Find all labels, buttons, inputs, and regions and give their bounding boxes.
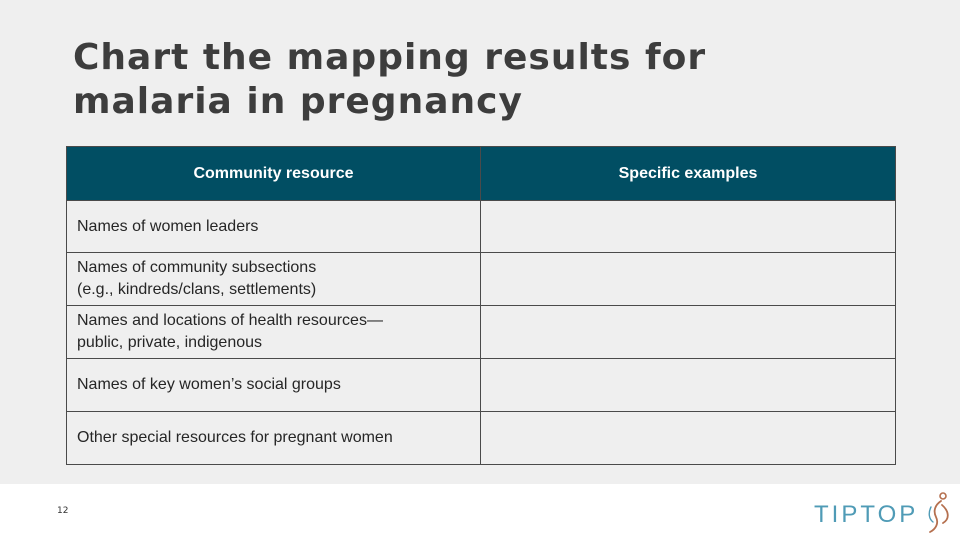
resource-line: public, private, indigenous <box>77 334 263 351</box>
page-number: 12 <box>57 506 69 516</box>
examples-cell[interactable] <box>480 358 896 412</box>
slide-title-line-2: malaria in pregnancy <box>73 81 523 122</box>
examples-cell[interactable] <box>480 411 896 465</box>
table-header-row: Community resource Specific examples <box>66 146 896 201</box>
examples-cell[interactable] <box>480 252 896 306</box>
resource-line: Names of community subsections <box>77 259 317 276</box>
table-row: Other special resources for pregnant wom… <box>66 411 896 465</box>
table-row: Names of community subsections (e.g., ki… <box>66 252 896 306</box>
header-community-resource: Community resource <box>66 146 481 201</box>
resource-cell: Names of community subsections (e.g., ki… <box>66 252 481 306</box>
resource-cell: Names of women leaders <box>66 200 481 253</box>
resource-cell: Names and locations of health resources—… <box>66 305 481 359</box>
resource-line: Other special resources for pregnant wom… <box>77 429 393 446</box>
table-row: Names of women leaders <box>66 200 896 253</box>
resource-line: (e.g., kindreds/clans, settlements) <box>77 281 317 298</box>
resource-line: Names of women leaders <box>77 217 259 235</box>
resource-line: Names and locations of health resources— <box>77 312 383 329</box>
resource-cell: Other special resources for pregnant wom… <box>66 411 481 465</box>
resource-cell: Names of key women’s social groups <box>66 358 481 412</box>
header-specific-examples: Specific examples <box>480 146 896 201</box>
slide-title: Chart the mapping results for malaria in… <box>73 36 793 124</box>
slide-title-line-1: Chart the mapping results for <box>73 37 707 78</box>
tiptop-logo: TIPTOP <box>814 487 954 533</box>
table-row: Names and locations of health resources—… <box>66 305 896 359</box>
logo-wordmark: TIPTOP <box>814 501 919 528</box>
table-row: Names of key women’s social groups <box>66 358 896 412</box>
pregnant-figure-icon <box>928 492 949 533</box>
resource-line: Names of key women’s social groups <box>77 376 341 393</box>
mapping-results-table: Community resource Specific examples Nam… <box>66 146 896 465</box>
examples-cell[interactable] <box>480 200 896 253</box>
examples-cell[interactable] <box>480 305 896 359</box>
